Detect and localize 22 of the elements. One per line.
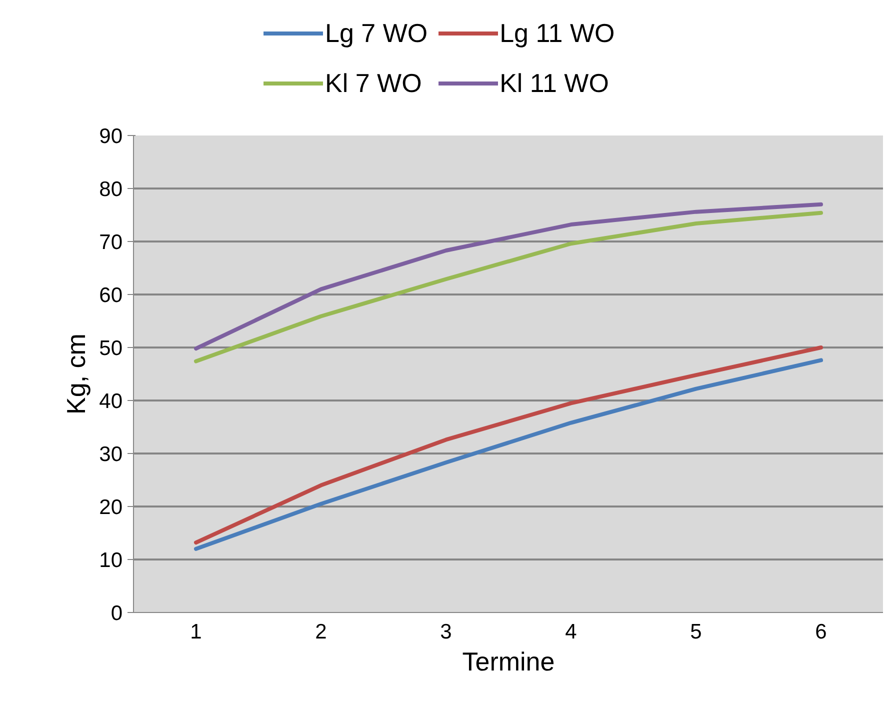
x-tick-label: 6 xyxy=(815,620,827,644)
y-tick-label: 80 xyxy=(99,178,122,201)
legend-label: Lg 7 WO xyxy=(325,16,428,50)
x-tick-label: 5 xyxy=(690,620,702,644)
y-tick-label: 60 xyxy=(99,284,122,307)
x-tick-label: 2 xyxy=(315,620,327,644)
x-axis-title: Termine xyxy=(462,646,555,676)
legend-label: Kl 11 WO xyxy=(500,66,609,100)
y-tick-label: 20 xyxy=(99,496,122,519)
y-tick-label: 90 xyxy=(99,125,122,148)
legend-label: Lg 11 WO xyxy=(500,16,615,50)
y-tick-label: 30 xyxy=(99,443,122,466)
legend-label: Kl 7 WO xyxy=(325,66,422,100)
x-tick-label: 1 xyxy=(190,620,202,644)
x-tick-label: 4 xyxy=(565,620,578,644)
y-tick-label: 40 xyxy=(99,390,122,413)
y-tick-label: 70 xyxy=(99,231,122,254)
y-tick-label: 50 xyxy=(99,337,122,360)
y-tick-label: 0 xyxy=(110,602,123,625)
y-tick-label: 10 xyxy=(99,549,122,572)
y-axis-title: Kg, cm xyxy=(61,334,92,414)
x-tick-label: 3 xyxy=(440,620,452,644)
